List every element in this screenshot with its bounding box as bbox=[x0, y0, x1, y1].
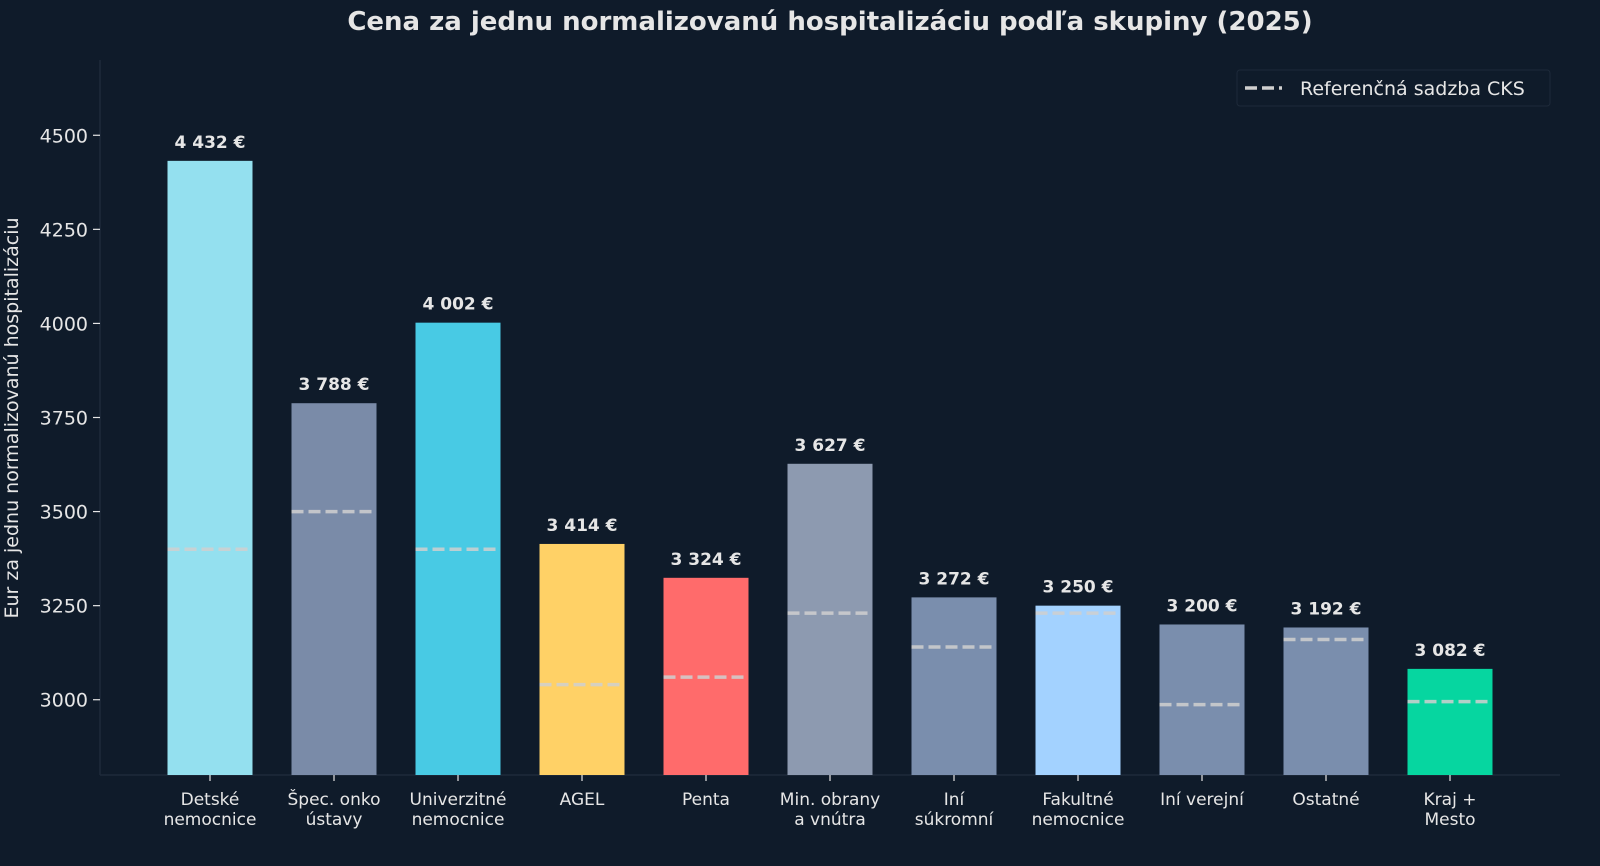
x-tick-label: a vnútra bbox=[794, 810, 866, 830]
x-tick-label: Iní bbox=[944, 790, 966, 810]
bar bbox=[911, 597, 997, 775]
bar-value-label: 3 788 € bbox=[299, 375, 370, 395]
y-axis-label: Eur za jednu normalizovanú hospitalizáci… bbox=[1, 217, 23, 618]
bar-value-label: 3 250 € bbox=[1043, 578, 1114, 598]
bar-value-label: 4 002 € bbox=[423, 295, 494, 315]
bar-value-label: 3 324 € bbox=[671, 550, 742, 570]
x-tick-label: Ostatné bbox=[1292, 790, 1359, 810]
bar bbox=[787, 463, 873, 775]
x-tick-label: Detské bbox=[181, 790, 240, 810]
bar-value-label: 3 200 € bbox=[1167, 596, 1238, 616]
bar bbox=[167, 160, 253, 775]
bar bbox=[1407, 668, 1493, 775]
bar-value-label: 3 627 € bbox=[795, 436, 866, 456]
y-tick-label: 3250 bbox=[40, 596, 88, 618]
y-tick-label: 4500 bbox=[40, 125, 88, 147]
bar-value-label: 3 082 € bbox=[1415, 641, 1486, 661]
bar bbox=[539, 543, 625, 775]
x-tick-label: Min. obrany bbox=[780, 790, 880, 810]
x-tick-label: Univerzitné bbox=[410, 790, 507, 810]
x-tick-label: Mesto bbox=[1424, 810, 1475, 830]
bar-value-label: 3 192 € bbox=[1291, 599, 1362, 619]
x-tick-label: ústavy bbox=[306, 810, 363, 830]
bar-value-label: 3 414 € bbox=[547, 516, 618, 536]
x-tick-label: Penta bbox=[682, 790, 730, 810]
bar-value-label: 3 272 € bbox=[919, 569, 990, 589]
y-tick-label: 4000 bbox=[40, 313, 88, 335]
x-tick-label: súkromní bbox=[915, 810, 995, 830]
x-tick-label: nemocnice bbox=[164, 810, 257, 830]
legend-label: Referenčná sadzba CKS bbox=[1300, 78, 1525, 100]
bar bbox=[1159, 624, 1245, 775]
y-tick-label: 3750 bbox=[40, 408, 88, 430]
x-tick-label: AGEL bbox=[560, 790, 605, 810]
bar bbox=[1283, 627, 1369, 775]
legend: Referenčná sadzba CKS bbox=[1236, 69, 1551, 107]
y-tick-label: 4250 bbox=[40, 219, 88, 241]
x-tick-label: Špec. onko bbox=[287, 788, 380, 810]
bar bbox=[1035, 605, 1121, 775]
x-tick-label: nemocnice bbox=[412, 810, 505, 830]
y-tick-label: 3500 bbox=[40, 502, 88, 524]
y-tick-label: 3000 bbox=[40, 690, 88, 712]
bar-value-label: 4 432 € bbox=[175, 133, 246, 153]
x-tick-label: Fakultné bbox=[1042, 790, 1113, 810]
x-tick-label: Kraj + bbox=[1424, 790, 1477, 810]
bar bbox=[291, 403, 377, 775]
chart-title: Cena za jednu normalizovanú hospitalizác… bbox=[347, 7, 1312, 37]
x-tick-label: Iní verejní bbox=[1160, 790, 1245, 810]
x-tick-label: nemocnice bbox=[1032, 810, 1125, 830]
